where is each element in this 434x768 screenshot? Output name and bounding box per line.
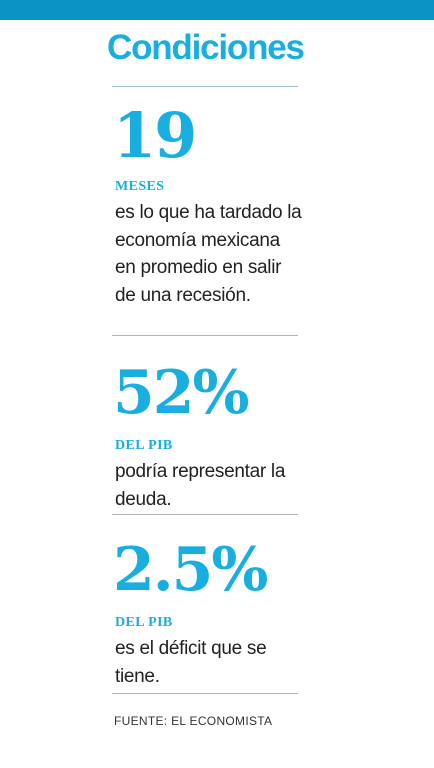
stat-description: es lo que ha tardado la economía mexican… <box>115 202 302 306</box>
stat-value: 19 <box>113 99 197 172</box>
stat-label: DEL PIB <box>115 615 173 630</box>
stat-divider <box>112 335 298 336</box>
stat-label: MESES <box>115 179 165 194</box>
stat-divider <box>112 514 298 515</box>
infographic-title: Condiciones <box>107 28 305 67</box>
title-divider <box>112 86 298 87</box>
stat-value: 2.5% <box>113 535 268 605</box>
stat-divider <box>112 693 298 694</box>
stat-description: es el déficit que se tiene. <box>115 638 267 687</box>
source-credit: FUENTE: EL ECONOMISTA <box>114 714 273 728</box>
stat-label: DEL PIB <box>115 438 173 453</box>
stat-value: 52% <box>113 358 250 428</box>
stat-description: podría representar la deuda. <box>115 461 286 510</box>
top-accent-bar <box>0 0 434 20</box>
